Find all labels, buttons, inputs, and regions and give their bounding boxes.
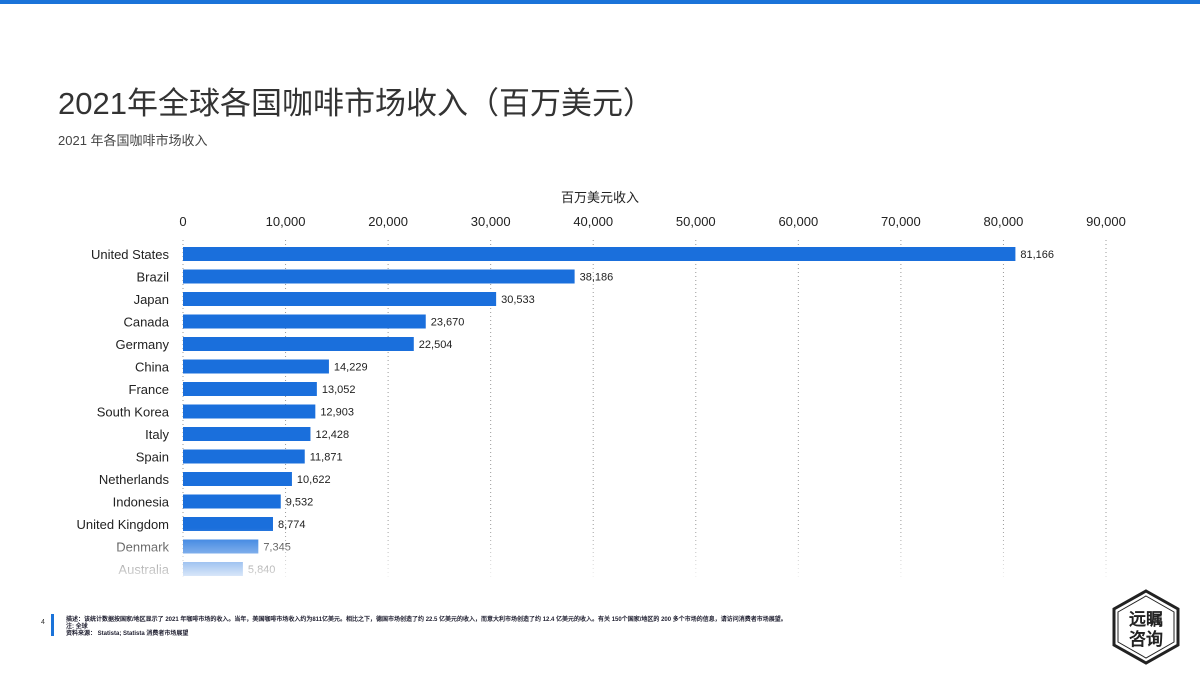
svg-text:远瞩: 远瞩	[1129, 610, 1163, 629]
x-axis-label: 百万美元收入	[561, 190, 639, 205]
svg-text:咨询: 咨询	[1129, 629, 1163, 649]
footer-note: 注: 全球	[66, 624, 88, 630]
data-label: 12,428	[315, 429, 349, 441]
category-label: China	[135, 360, 170, 375]
footer-notes: 描述：该统计数据按国家/地区显示了 2021 年咖啡市场的收入。当年，美国咖啡市…	[66, 617, 787, 638]
category-label: United States	[91, 247, 170, 262]
category-label: Japan	[134, 292, 169, 307]
company-logo: 远瞩 咨询	[1112, 589, 1180, 665]
category-label: Brazil	[136, 270, 169, 285]
x-tick-label: 10,000	[266, 214, 306, 229]
page-marker	[51, 614, 54, 636]
bar-italy	[183, 427, 311, 441]
bar-united-kingdom	[183, 517, 273, 531]
data-label: 81,166	[1020, 249, 1054, 261]
data-label: 10,622	[297, 474, 331, 486]
x-tick-label: 30,000	[471, 214, 511, 229]
page-title: 2021年全球各国咖啡市场收入（百万美元）	[58, 86, 654, 121]
data-label: 23,670	[431, 317, 465, 329]
x-tick-label: 80,000	[984, 214, 1024, 229]
bar-germany	[183, 337, 414, 351]
bar-spain	[183, 449, 305, 464]
bar-united-states	[183, 247, 1016, 261]
bar-brazil	[183, 269, 575, 284]
x-tick-label: 70,000	[881, 214, 921, 229]
bar-japan	[183, 292, 497, 306]
bar-china	[183, 359, 329, 374]
footer-description: 描述：该统计数据按国家/地区显示了 2021 年咖啡市场的收入。当年，美国咖啡市…	[66, 617, 787, 623]
data-label: 13,052	[322, 384, 356, 396]
top-accent-bar	[0, 0, 1200, 4]
bar-indonesia	[183, 494, 281, 509]
category-label: South Korea	[97, 405, 170, 420]
page-subtitle: 2021 年各国咖啡市场收入	[58, 133, 208, 148]
data-label: 12,903	[320, 407, 354, 419]
bar-canada	[183, 314, 426, 329]
category-label: Spain	[136, 450, 169, 465]
category-label: Italy	[145, 427, 169, 442]
category-label: Netherlands	[99, 472, 170, 487]
category-label: Germany	[116, 337, 170, 352]
x-tick-label: 40,000	[573, 214, 613, 229]
x-tick-label: 60,000	[778, 214, 818, 229]
bar-france	[183, 382, 317, 396]
x-tick-label: 90,000	[1086, 214, 1126, 229]
category-label: Indonesia	[113, 495, 170, 510]
footer-source: 资料来源： Statista; Statista 消费者市场展望	[66, 631, 189, 637]
bar-south-korea	[183, 404, 316, 419]
fade-overlay	[0, 528, 1200, 583]
data-label: 11,871	[310, 452, 343, 464]
data-label: 14,229	[334, 362, 368, 374]
bar-netherlands	[183, 472, 292, 486]
data-label: 30,533	[501, 294, 535, 306]
x-tick-label: 0	[179, 214, 186, 229]
data-label: 38,186	[580, 272, 614, 284]
bar-chart: 百万美元收入 0 10,000 20,000 30,000 40,000 50,000 60…	[0, 190, 1200, 583]
x-tick-label: 50,000	[676, 214, 716, 229]
data-label: 22,504	[419, 339, 453, 351]
category-label: France	[129, 382, 169, 397]
data-label: 9,532	[286, 497, 314, 509]
page-number: 4	[41, 619, 45, 626]
category-label: Canada	[123, 315, 169, 330]
x-tick-label: 20,000	[368, 214, 408, 229]
